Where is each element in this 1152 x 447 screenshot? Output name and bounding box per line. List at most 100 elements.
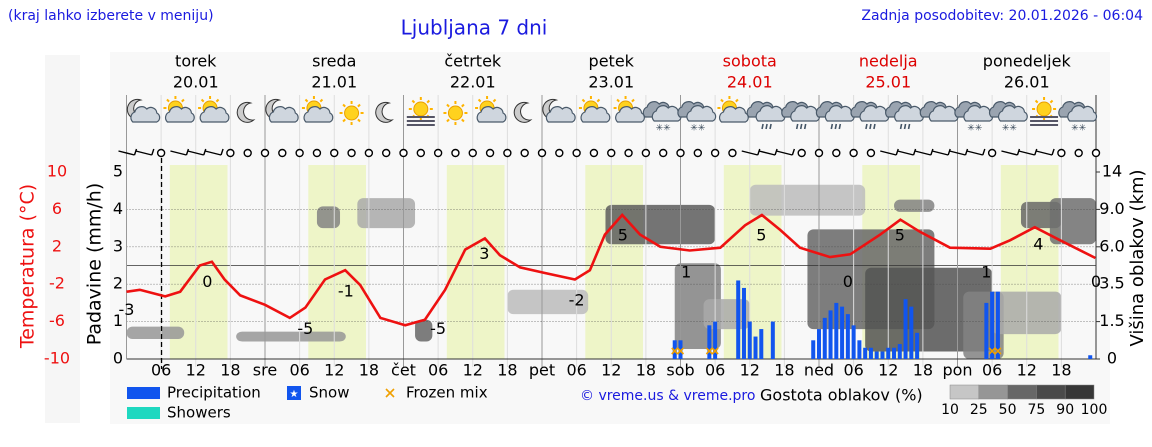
frozen-mix-marker xyxy=(994,347,1002,355)
precip-bar xyxy=(909,306,914,359)
cloud xyxy=(303,106,334,123)
wind-calm xyxy=(416,148,426,158)
x-tick-label: 18 xyxy=(220,361,240,380)
wind-calm xyxy=(693,148,703,158)
wind-barb xyxy=(914,148,934,156)
wind-calm xyxy=(243,148,252,158)
weather-icon xyxy=(1030,97,1059,126)
temp-tick-label: 10 xyxy=(47,162,67,181)
weather-icon xyxy=(815,101,855,130)
cloud xyxy=(998,105,1028,122)
density-swatch xyxy=(1064,384,1095,400)
sun-ray xyxy=(581,98,586,103)
weather-icon xyxy=(443,101,468,125)
x-tick-label: sre xyxy=(253,361,277,380)
weather-icon xyxy=(919,101,959,122)
rain-drop xyxy=(899,123,903,130)
wind-calm xyxy=(537,148,547,158)
wind-calm xyxy=(520,148,529,158)
precip-bar xyxy=(990,291,995,359)
wind-calm xyxy=(451,148,460,158)
x-tick-label: 12 xyxy=(324,361,344,380)
wind-calm xyxy=(381,148,391,158)
temp-axis-title: Temperatura (°C) xyxy=(17,184,39,349)
cloud xyxy=(268,106,299,123)
sun xyxy=(413,101,429,117)
temp-extreme-label: 3 xyxy=(479,244,489,263)
precip-bar xyxy=(834,302,839,359)
precip-bar xyxy=(741,287,746,359)
cloud-axis-title: Višina oblakov (km) xyxy=(1127,169,1148,346)
x-tick-label: 06 xyxy=(843,361,863,380)
wind-barb xyxy=(118,148,138,156)
precip-bar xyxy=(863,347,868,359)
cloud-tick-label: 3.5 xyxy=(1099,274,1124,293)
wind-barb xyxy=(880,148,899,156)
frozen-mix-marker xyxy=(711,347,719,355)
day-date: 20.01 xyxy=(173,73,219,92)
daylight-band xyxy=(169,165,228,359)
wind-barb xyxy=(776,148,796,156)
wind-barb xyxy=(204,148,224,156)
sun-ray xyxy=(446,103,450,108)
precip-bar xyxy=(828,310,833,359)
precip-tick-label: 2 xyxy=(113,274,123,293)
wind-calm xyxy=(278,148,287,158)
x-tick-label: 18 xyxy=(636,361,656,380)
daylight-band xyxy=(308,165,366,359)
wind-calm xyxy=(1091,148,1101,158)
temp-extreme-label: 5 xyxy=(756,225,766,244)
wind-calm xyxy=(572,148,581,158)
x-tick-label: 18 xyxy=(1051,361,1071,380)
precip-bar xyxy=(822,317,827,359)
wind-barb xyxy=(1018,148,1038,156)
wind-barb xyxy=(932,148,951,156)
weather-icon xyxy=(236,101,256,123)
precip-tick-label: 1 xyxy=(113,311,123,330)
temp-extreme-label: 1 xyxy=(981,263,991,282)
frozen-mix-marker xyxy=(705,347,713,355)
density-label: 10 xyxy=(941,402,959,418)
day-date: 23.01 xyxy=(588,73,634,92)
precip-bar xyxy=(984,302,989,359)
sun-ray xyxy=(357,118,361,123)
x-tick-label: 06 xyxy=(982,361,1002,380)
wind-calm xyxy=(1057,148,1066,158)
rain-drop xyxy=(795,123,799,130)
precip-tick-label: 0 xyxy=(113,349,123,368)
cloud-layer xyxy=(507,289,589,315)
wind-barb xyxy=(170,148,190,156)
cloud xyxy=(580,106,611,123)
sun-ray xyxy=(357,103,361,108)
sun-ray xyxy=(319,98,324,103)
precip-bar xyxy=(915,332,920,359)
precip-bar xyxy=(1088,355,1093,359)
temp-extreme-label: 5 xyxy=(895,225,905,244)
day-date: 26.01 xyxy=(1004,73,1050,92)
weather-icon xyxy=(265,98,299,123)
density-swatch xyxy=(1007,384,1037,400)
wind-calm xyxy=(399,148,408,158)
legend-label: Snow xyxy=(309,384,349,402)
density-swatch xyxy=(978,384,1008,400)
wind-calm xyxy=(312,148,322,158)
day-name: nedelja xyxy=(859,52,918,71)
precip-bar xyxy=(817,329,821,359)
daylight-band xyxy=(446,165,505,359)
x-tick-label: 12 xyxy=(878,361,898,380)
wind-calm xyxy=(555,148,564,158)
sun-ray xyxy=(477,98,482,103)
wind-calm xyxy=(295,148,304,158)
page-title: Ljubljana 7 dni xyxy=(401,16,548,40)
precip-bar xyxy=(753,336,758,359)
cloud-layer xyxy=(415,319,433,342)
sun-ray xyxy=(215,98,220,103)
region-note: (kraj lahko izberete v meniju) xyxy=(8,8,214,24)
rain-drop xyxy=(869,123,872,130)
x-tick-label: 12 xyxy=(463,361,483,380)
rain-drop xyxy=(765,123,768,130)
weather-icon xyxy=(126,98,161,123)
wind-calm xyxy=(641,148,651,158)
cloud-layer xyxy=(605,204,716,245)
precip-bar xyxy=(713,321,718,359)
